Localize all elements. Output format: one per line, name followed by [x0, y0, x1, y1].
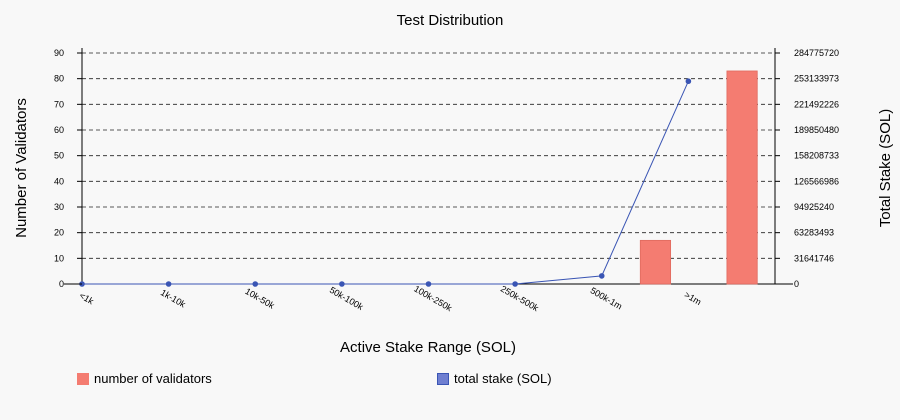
x-tick-label: 100k-250k	[412, 284, 454, 314]
y2-axis-title: Total Stake (SOL)	[877, 109, 894, 227]
grid	[82, 52, 775, 259]
point-total-stake	[425, 281, 432, 287]
x-tick-label: >1m	[683, 290, 703, 308]
bar-validators	[639, 239, 672, 285]
y2-axis-ticks: 0 31641746 63283493 94925240 126566986 158208…	[775, 48, 839, 289]
legend-item-stake: total stake (SOL)	[437, 371, 552, 386]
y-tick-label: 10	[54, 253, 64, 263]
line-total-stake	[82, 81, 689, 285]
point-total-stake	[165, 281, 172, 287]
axes	[64, 48, 793, 285]
y2-tick-label: 221492226	[794, 99, 839, 109]
point-total-stake	[598, 273, 605, 279]
x-tick-label: 500k-1m	[589, 285, 624, 311]
y2-tick-label: 63283493	[794, 228, 834, 238]
y2-tick-label: 126566986	[794, 176, 839, 186]
x-tick-label: 1k-10k	[159, 287, 188, 309]
legend-label-validators: number of validators	[94, 371, 212, 386]
y2-tick-label: 94925240	[794, 202, 834, 212]
legend-item-validators: number of validators	[77, 371, 212, 386]
y2-tick-label: 158208733	[794, 151, 839, 161]
bar-validators	[726, 70, 758, 285]
chart-title: Test Distribution	[397, 12, 504, 29]
legend-label-stake: total stake (SOL)	[454, 371, 552, 386]
x-axis-ticks: <1k 1k-10k 10k-50k 50k-100k 100k-250k 250k-50…	[78, 284, 703, 314]
x-tick-label: 50k-100k	[328, 285, 365, 312]
y-tick-label: 50	[54, 151, 64, 161]
point-total-stake	[685, 78, 692, 85]
y-tick-label: 60	[54, 125, 64, 135]
x-axis-title: Active Stake Range (SOL)	[340, 339, 516, 356]
y-tick-label: 40	[54, 176, 64, 186]
y-tick-label: 20	[54, 228, 64, 238]
line-series	[79, 78, 692, 287]
point-total-stake	[339, 281, 345, 287]
y-tick-label: 70	[54, 99, 64, 109]
y-tick-label: 80	[54, 74, 64, 84]
y2-tick-label: 0	[794, 279, 799, 289]
y2-tick-label: 284775720	[794, 48, 839, 58]
y2-tick-label: 31641746	[794, 253, 834, 263]
y2-tick-label: 189850480	[794, 125, 839, 135]
x-tick-label: 10k-50k	[243, 286, 276, 311]
y-tick-label: 90	[54, 48, 64, 58]
y-axis-title: Number of Validators	[13, 98, 30, 238]
legend-swatch-validators	[77, 372, 89, 385]
bar-series	[639, 70, 758, 285]
legend-swatch-stake	[437, 372, 449, 385]
point-total-stake	[512, 281, 518, 287]
y2-tick-label: 253133973	[794, 74, 839, 84]
point-total-stake	[252, 281, 259, 287]
y-axis-ticks: 0 10 20 30 40 50 60 70 80 90	[54, 48, 82, 289]
y-tick-label: 0	[59, 279, 64, 289]
y-tick-label: 30	[54, 202, 64, 212]
x-tick-label: <1k	[78, 290, 96, 306]
x-tick-label: 250k-500k	[499, 284, 541, 314]
